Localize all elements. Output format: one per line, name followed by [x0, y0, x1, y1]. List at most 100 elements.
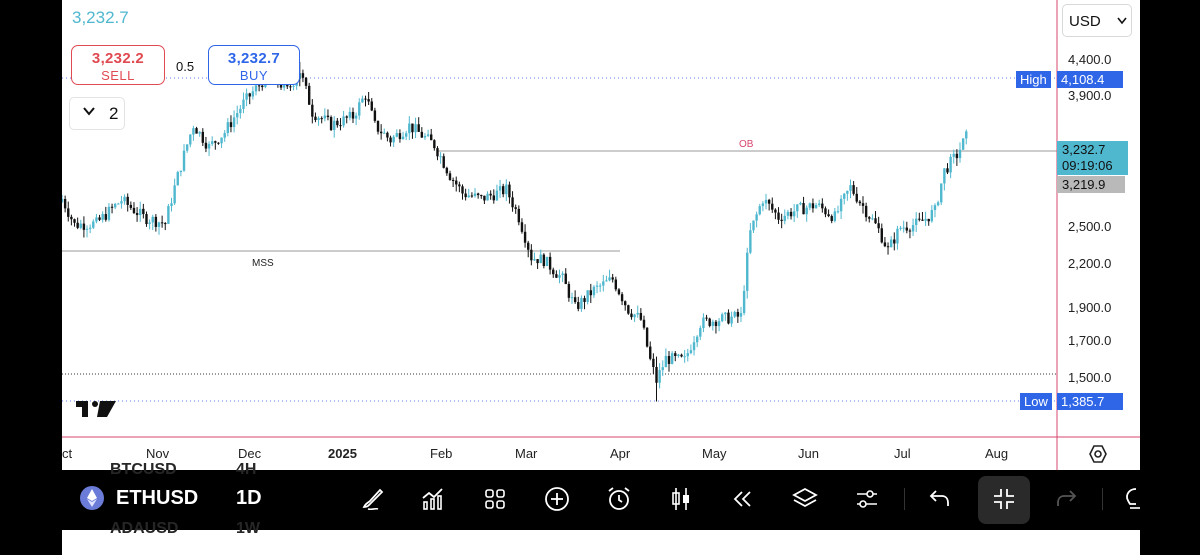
- candle-body: [132, 207, 136, 214]
- price-axis-label: 2,500.0: [1068, 219, 1112, 234]
- low-tag-label: Low: [1020, 393, 1052, 410]
- sell-button[interactable]: 3,232.2 SELL: [71, 45, 165, 85]
- candle-body: [289, 86, 292, 88]
- candle-body: [436, 148, 439, 157]
- candle-body: [442, 156, 445, 168]
- replay-icon[interactable]: [729, 485, 757, 513]
- candle-body: [167, 206, 170, 224]
- candle-body: [561, 273, 564, 276]
- candle-body: [548, 256, 552, 270]
- candle-body: [164, 223, 167, 225]
- candle-body: [85, 228, 89, 230]
- candle-body: [401, 136, 405, 140]
- candle-body: [242, 99, 245, 109]
- candle-body: [542, 254, 546, 267]
- candle-body: [858, 201, 862, 204]
- redo-icon[interactable]: [1052, 485, 1080, 513]
- lightbulb-icon[interactable]: [1122, 485, 1140, 513]
- toolbar-divider: [1102, 488, 1103, 510]
- candle-body: [695, 336, 699, 343]
- candle-body: [570, 297, 574, 299]
- candle-body: [473, 193, 477, 197]
- candle-body: [151, 216, 154, 223]
- candle-body: [408, 123, 411, 134]
- candle-body: [871, 218, 874, 220]
- candle-body: [573, 297, 577, 303]
- indicators-collapse-button[interactable]: 2: [69, 97, 125, 130]
- candle-body: [142, 208, 145, 215]
- ob-annotation: OB: [739, 139, 754, 150]
- layout-grid-icon[interactable]: [481, 485, 509, 513]
- candle-body: [771, 203, 774, 210]
- current-price-value: 3,232.7: [1062, 142, 1106, 157]
- candle-body: [495, 190, 499, 201]
- candle-body: [414, 124, 417, 133]
- candle-body: [239, 108, 242, 114]
- alarm-icon[interactable]: [605, 485, 633, 513]
- settings-sliders-icon[interactable]: [853, 485, 881, 513]
- chart-app: OB MSS 3,232.7 3,232.2 SELL 0.5 3,232.7 …: [62, 0, 1140, 555]
- candle-body: [329, 117, 333, 130]
- candle-body: [361, 98, 364, 103]
- candle-body: [724, 312, 727, 315]
- currency-label: USD: [1069, 13, 1101, 30]
- candle-body: [899, 227, 902, 229]
- candle-body: [226, 122, 230, 134]
- indicators-icon[interactable]: [419, 485, 447, 513]
- candle-body: [67, 208, 70, 217]
- candle-body: [411, 123, 414, 133]
- candle-body: [911, 224, 915, 232]
- candle-body: [930, 210, 934, 222]
- add-icon[interactable]: [543, 485, 571, 513]
- brush-icon[interactable]: [358, 485, 386, 513]
- candle-body: [148, 222, 151, 225]
- candle-body: [868, 217, 871, 219]
- currency-select[interactable]: USD: [1062, 4, 1132, 37]
- time-axis-label: ct: [62, 446, 73, 461]
- undo-icon[interactable]: [926, 485, 954, 513]
- candle-body: [395, 133, 398, 137]
- candle-body: [755, 214, 758, 221]
- candle-body: [805, 207, 808, 215]
- layers-icon[interactable]: [791, 485, 819, 513]
- candle-body: [598, 285, 602, 287]
- time-axis-label: Apr: [610, 446, 631, 461]
- settings-hexagon-icon[interactable]: [1088, 444, 1108, 464]
- candle-body: [292, 85, 295, 87]
- interval-selector[interactable]: 1D: [236, 487, 262, 509]
- candle-body: [433, 140, 436, 149]
- candle-body: [670, 353, 674, 364]
- candle-body: [555, 274, 558, 278]
- candle-body: [386, 132, 389, 138]
- candle-body: [342, 116, 345, 126]
- candle-body: [345, 116, 348, 118]
- candle-body: [602, 281, 605, 286]
- candle-body: [874, 218, 877, 224]
- candle-body: [505, 184, 508, 195]
- ghost-interval-bottom: 1W: [236, 520, 260, 537]
- buy-button[interactable]: 3,232.7 BUY: [208, 45, 300, 85]
- candle-body: [467, 195, 470, 198]
- candle-body: [483, 195, 486, 201]
- price-chart[interactable]: OB MSS: [62, 0, 1140, 470]
- candles-icon[interactable]: [667, 485, 695, 513]
- candle-body: [586, 290, 589, 302]
- candle-body: [642, 319, 646, 328]
- price-axis-label: 1,900.0: [1068, 300, 1112, 315]
- candle-body: [818, 203, 821, 206]
- collapse-icon[interactable]: [990, 485, 1018, 513]
- candle-body: [924, 218, 927, 221]
- candle-body: [799, 203, 802, 205]
- candle-body: [376, 120, 380, 132]
- candle-body: [921, 219, 924, 221]
- candle-body: [333, 120, 336, 130]
- candle-body: [117, 203, 120, 205]
- candle-body: [955, 153, 959, 159]
- candle-body: [736, 311, 740, 317]
- candle-body: [802, 203, 805, 215]
- candle-body: [849, 185, 852, 191]
- spread-value: 0.5: [176, 59, 195, 74]
- candle-body: [204, 142, 208, 149]
- candle-body: [605, 280, 608, 282]
- candle-body: [624, 301, 627, 306]
